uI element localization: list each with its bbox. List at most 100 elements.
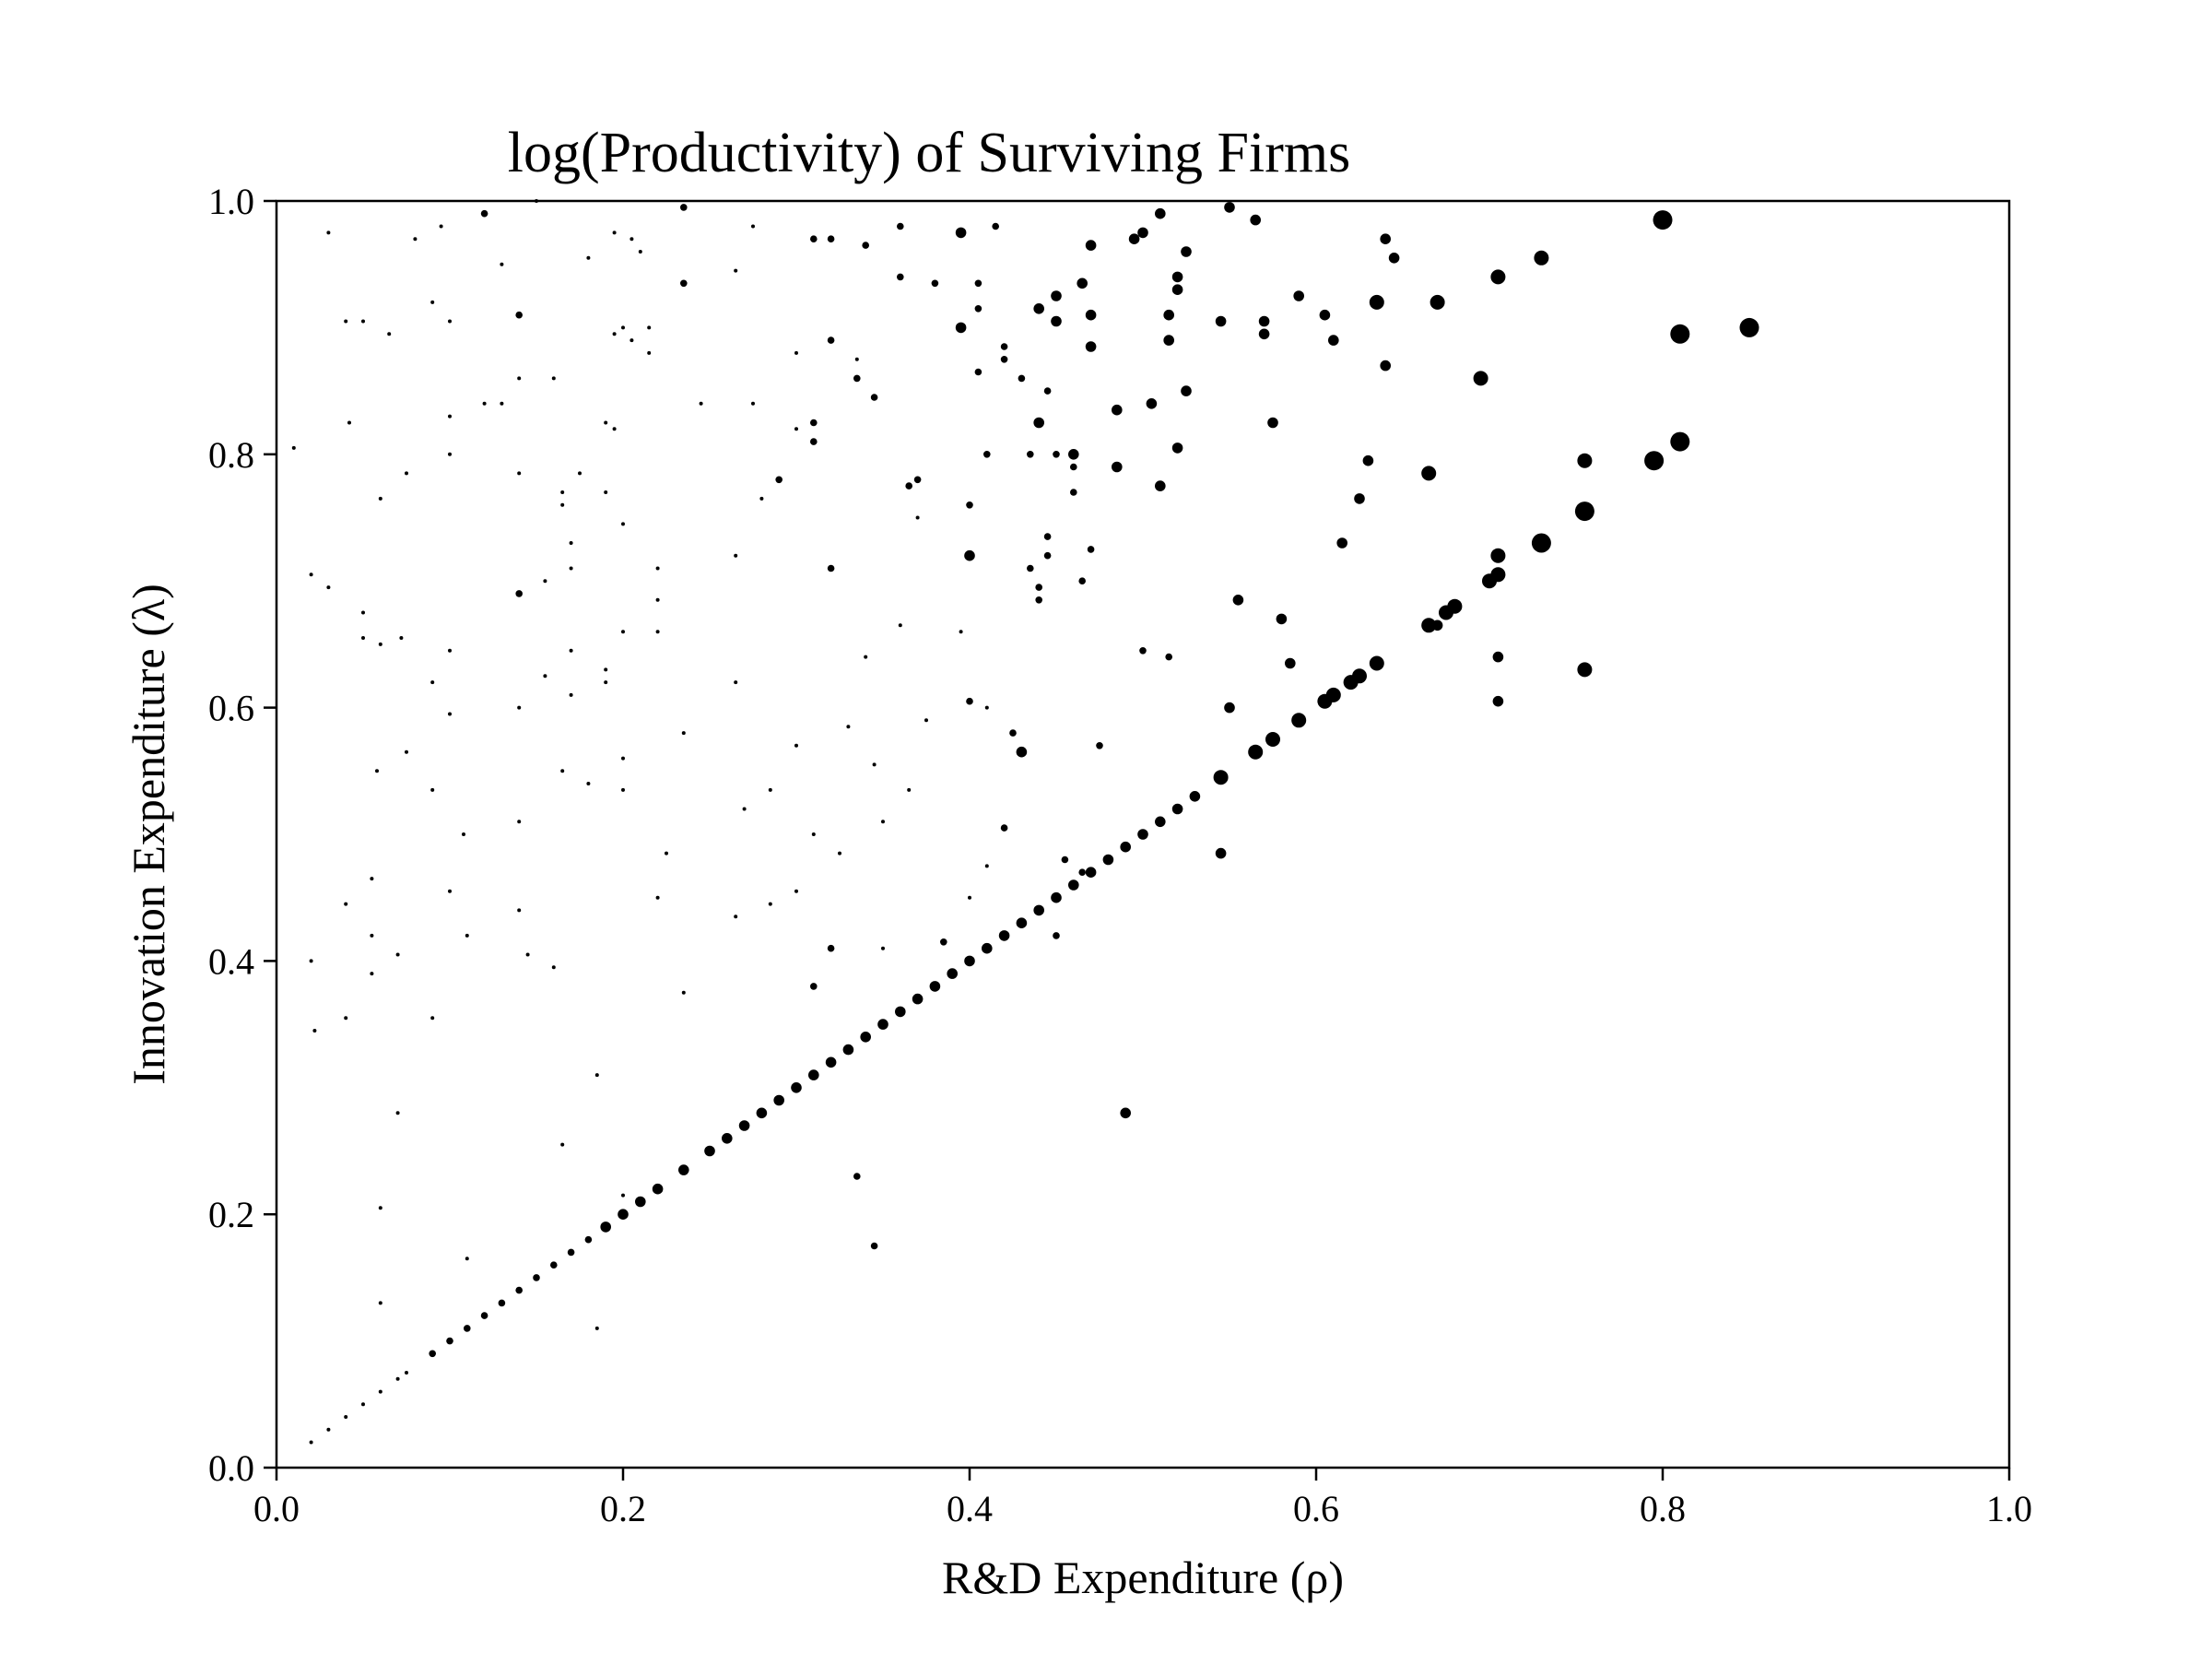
scatter-point-202 [1165, 653, 1172, 661]
scatter-point-169 [1033, 303, 1044, 314]
scatter-point-192 [1112, 461, 1123, 473]
y-tick-label-0: 0.0 [208, 1447, 254, 1489]
scatter-point-52 [517, 908, 522, 913]
y-tick-label-3: 0.6 [208, 688, 254, 729]
scatter-point-84 [621, 1193, 625, 1198]
diagonal-point-10 [480, 1312, 488, 1319]
scatter-point-241 [1670, 324, 1690, 344]
scatter-point-68 [586, 255, 591, 260]
diagonal-point-53 [1265, 732, 1280, 747]
diagonal-point-12 [515, 1286, 523, 1294]
scatter-point-228 [1388, 253, 1400, 264]
scatter-point-12 [361, 319, 365, 324]
diagonal-point-3 [361, 1402, 365, 1407]
scatter-point-128 [853, 1173, 861, 1180]
scatter-point-183 [1077, 277, 1088, 289]
x-tick-label-2: 0.4 [947, 1488, 993, 1529]
scatter-point-119 [810, 983, 818, 990]
diagonal-point-43 [1068, 879, 1079, 891]
scatter-point-53 [525, 952, 530, 957]
scatter-point-200 [1163, 309, 1174, 321]
y-tick-label-1: 0.2 [208, 1194, 254, 1235]
scatter-point-209 [1215, 847, 1227, 859]
scatter-point-232 [1473, 371, 1488, 386]
scatter-point-29 [430, 680, 435, 685]
scatter-point-195 [1137, 227, 1148, 239]
x-tick-label-0: 0.0 [253, 1488, 300, 1529]
scatter-point-130 [864, 655, 868, 659]
scatter-point-117 [810, 438, 818, 445]
scatter-point-184 [1078, 577, 1086, 584]
diagonal-point-18 [618, 1209, 629, 1220]
scatter-point-86 [629, 237, 634, 242]
scatter-point-240 [1653, 210, 1673, 230]
scatter-point-145 [940, 938, 947, 946]
diagonal-point-39 [998, 930, 1010, 941]
diagonal-point-35 [929, 981, 941, 992]
scatter-point-104 [742, 807, 747, 811]
scatter-point-82 [621, 756, 625, 761]
scatter-point-127 [853, 374, 861, 383]
scatter-point-144 [931, 279, 939, 288]
scatter-point-177 [1053, 451, 1060, 458]
scatter-point-179 [1061, 856, 1069, 864]
scatter-point-187 [1085, 309, 1097, 321]
scatter-point-61 [560, 769, 565, 773]
scatter-point-123 [827, 944, 835, 952]
scatter-point-124 [838, 851, 841, 856]
scatter-point-100 [734, 553, 738, 558]
diagonal-point-36 [947, 968, 958, 979]
scatter-point-221 [1328, 335, 1339, 346]
scatter-point-143 [924, 718, 928, 723]
scatter-point-75 [604, 680, 608, 685]
scatter-point-81 [621, 522, 625, 526]
scatter-point-220 [1319, 309, 1331, 321]
scatter-point-216 [1267, 417, 1278, 429]
scatter-point-106 [751, 401, 755, 406]
scatter-point-214 [1258, 328, 1270, 340]
scatter-point-236 [1492, 695, 1504, 707]
diagonal-point-37 [964, 955, 975, 967]
scatter-point-129 [862, 242, 869, 249]
scatter-point-134 [881, 820, 885, 824]
scatter-point-158 [984, 705, 989, 710]
scatter-point-154 [974, 279, 982, 288]
scatter-point-28 [430, 300, 435, 304]
scatter-point-10 [361, 610, 365, 615]
diagonal-point-66 [1574, 502, 1594, 522]
scatter-point-135 [881, 946, 885, 950]
scatter-point-23 [395, 1111, 400, 1115]
scatter-point-38 [448, 889, 452, 893]
scatter-point-178 [1053, 932, 1060, 939]
scatter-point-31 [430, 1016, 435, 1021]
scatter-point-105 [751, 224, 755, 229]
scatter-point-34 [448, 414, 452, 419]
scatter-point-180 [1070, 489, 1077, 496]
scatter-point-64 [569, 566, 573, 571]
scatter-point-139 [907, 787, 912, 792]
scatter-point-155 [974, 368, 982, 376]
scatter-point-171 [1035, 596, 1042, 604]
diagonal-point-0 [309, 1440, 313, 1445]
scatter-point-176 [1051, 315, 1062, 327]
scatter-point-87 [638, 250, 642, 254]
scatter-point-93 [655, 895, 660, 900]
scatter-point-111 [794, 350, 798, 355]
diagonal-point-22 [704, 1145, 715, 1157]
scatter-point-83 [621, 787, 625, 792]
scatter-point-114 [794, 889, 798, 893]
scatter-point-190 [1096, 742, 1103, 749]
scatter-point-46 [515, 311, 523, 319]
diagonal-point-51 [1213, 770, 1229, 785]
scatter-point-112 [794, 427, 798, 431]
scatter-point-96 [680, 279, 688, 288]
diagonal-point-46 [1120, 841, 1131, 853]
scatter-point-160 [1000, 824, 1008, 832]
scatter-point-4 [326, 585, 331, 590]
scatter-point-80 [621, 630, 625, 634]
diagonal-point-5 [395, 1376, 400, 1381]
scatter-point-161 [1000, 343, 1008, 350]
